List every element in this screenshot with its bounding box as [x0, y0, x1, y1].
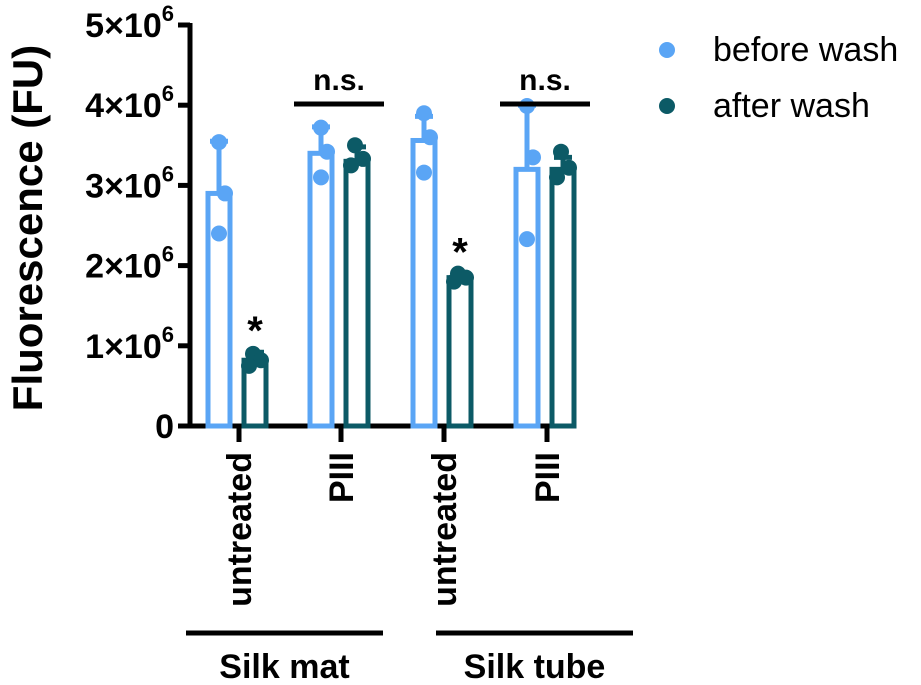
- legend-label-before: before wash: [713, 31, 898, 69]
- data-point-before: [416, 164, 432, 181]
- data-point-before: [416, 105, 432, 122]
- data-point-before: [211, 134, 227, 151]
- x-category-label: untreated: [221, 452, 259, 607]
- legend-label-after: after wash: [713, 87, 870, 125]
- y-tick-label-base: 2×10: [85, 248, 162, 286]
- data-point-after: [343, 157, 359, 174]
- significance-ns-label: n.s.: [313, 64, 365, 97]
- y-tick-label: 0: [155, 408, 174, 446]
- bar-before: [307, 150, 335, 429]
- bar-after: [446, 275, 474, 429]
- data-point-before: [525, 149, 541, 166]
- x-category-label: PIII: [529, 452, 567, 503]
- data-point-after: [458, 269, 474, 286]
- y-tick-label-base: 3×10: [85, 167, 162, 205]
- y-tick-label-exponent: 6: [162, 322, 174, 347]
- y-tick-label-base: 0: [155, 408, 174, 446]
- y-tick-label: 5×106: [85, 1, 174, 45]
- legend: before wash after wash: [659, 31, 898, 125]
- x-category-label: untreated: [426, 452, 464, 607]
- data-point-before: [217, 185, 233, 202]
- y-tick-label-base: 5×10: [85, 7, 162, 45]
- y-tick-label-base: 1×10: [85, 328, 162, 366]
- bar-after: [549, 166, 577, 429]
- data-point-after: [355, 150, 371, 167]
- x-axis-labels: untreated PIII Silk mat untreated PIII Silk t…: [186, 452, 633, 685]
- data-point-after: [241, 357, 257, 374]
- data-point-before: [519, 231, 535, 248]
- significance-ns-label: n.s.: [519, 64, 571, 97]
- data-point-after: [347, 137, 363, 154]
- bar-after: [343, 158, 371, 429]
- data-point-after: [253, 352, 269, 369]
- significance-annotations: * n.s. * n.s.: [247, 64, 590, 353]
- data-point-before: [319, 143, 335, 160]
- significance-star: *: [452, 231, 468, 275]
- y-tick-label-exponent: 6: [162, 1, 174, 26]
- y-tick-label: 3×106: [85, 161, 174, 205]
- data-point-after: [561, 159, 577, 176]
- data-point-before: [211, 225, 227, 242]
- group-label: Silk tube: [464, 648, 606, 685]
- bars: [205, 102, 577, 429]
- y-tick-label-exponent: 6: [162, 161, 174, 186]
- data-point-before: [313, 119, 329, 136]
- y-tick-label-exponent: 6: [162, 81, 174, 106]
- data-point-after: [549, 169, 565, 186]
- y-axis-label: Fluorescence (FU): [4, 45, 51, 411]
- data-point-after: [553, 143, 569, 160]
- y-tick-label: 4×106: [85, 81, 174, 125]
- y-tick-label: 1×106: [85, 322, 174, 366]
- bar-before: [410, 137, 438, 429]
- bar-before: [513, 166, 541, 429]
- y-tick-label-exponent: 6: [162, 242, 174, 267]
- y-tick-label-base: 4×10: [85, 87, 162, 125]
- data-point-after: [446, 273, 462, 290]
- data-points: [211, 98, 577, 374]
- legend-marker-after: [659, 98, 675, 114]
- data-point-before: [313, 169, 329, 186]
- y-tick-label: 2×106: [85, 242, 174, 286]
- group-label: Silk mat: [219, 648, 349, 685]
- legend-marker-before: [659, 42, 675, 58]
- x-category-label: PIII: [323, 452, 361, 503]
- data-point-before: [422, 129, 438, 146]
- significance-star: *: [247, 309, 263, 353]
